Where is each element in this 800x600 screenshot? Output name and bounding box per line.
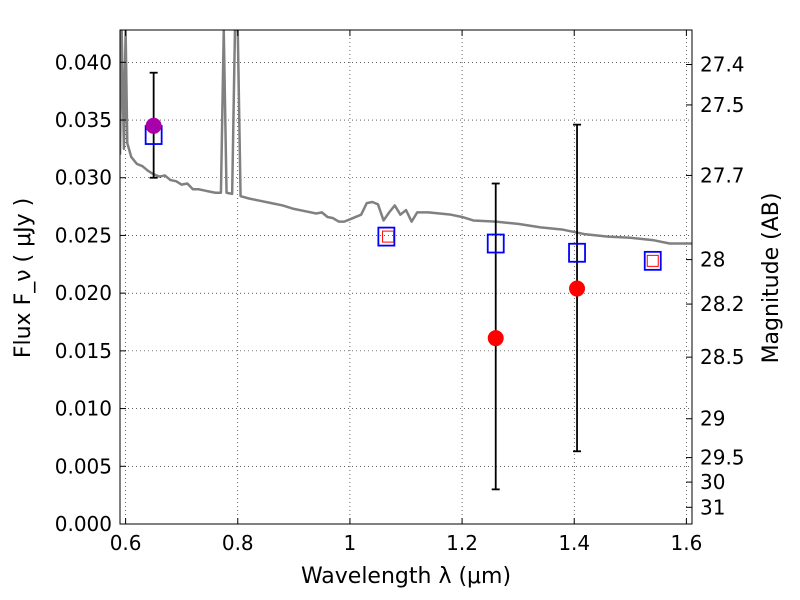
x-tick-label: 1.2 bbox=[446, 531, 478, 555]
y-tick-label: 0.025 bbox=[55, 223, 112, 247]
y2-tick-label: 30 bbox=[700, 470, 725, 494]
model-photometry-square bbox=[377, 226, 396, 247]
y-tick-label: 0.005 bbox=[55, 454, 112, 478]
plot-area bbox=[120, 30, 692, 491]
model-photometry-square bbox=[643, 250, 662, 271]
y-axis-ticks: 0.000 0.005 0.010 0.015 0.020 0.025 0.030 0.035… bbox=[55, 50, 126, 536]
y2-axis-label: Magnitude (AB) bbox=[759, 193, 784, 364]
x-tick-label: 1.4 bbox=[558, 531, 590, 555]
x-axis-ticks: 0.6 0.8 1 1.2 1.4 1.6 bbox=[110, 30, 702, 555]
y2-tick-label: 31 bbox=[700, 495, 725, 519]
y2-tick-label: 29.5 bbox=[700, 446, 745, 470]
y2-tick-label: 27.7 bbox=[700, 163, 745, 187]
x-axis-label: Wavelength λ (μm) bbox=[301, 564, 511, 589]
plot-frame bbox=[119, 29, 693, 525]
grid-lines bbox=[120, 30, 692, 525]
y-tick-label: 0.010 bbox=[55, 397, 112, 421]
markers bbox=[144, 117, 662, 347]
y-tick-label: 0.040 bbox=[55, 50, 112, 74]
x-tick-label: 0.6 bbox=[110, 531, 142, 555]
x-tick-label: 0.8 bbox=[222, 531, 254, 555]
detection-point bbox=[487, 330, 504, 347]
upper-limit-square bbox=[382, 230, 395, 243]
upper-limit-square bbox=[646, 254, 659, 267]
y-tick-label: 0.015 bbox=[55, 339, 112, 363]
y-axis-label: Flux F_ν ( μJy ) bbox=[11, 198, 36, 358]
error-bars bbox=[149, 71, 582, 491]
y2-tick-label: 27.5 bbox=[700, 93, 745, 117]
y2-tick-label: 29 bbox=[700, 407, 725, 431]
y2-tick-label: 28.5 bbox=[700, 345, 745, 369]
y-tick-label: 0.020 bbox=[55, 281, 112, 305]
detection-point bbox=[145, 117, 162, 134]
model-photometry-square bbox=[568, 242, 586, 263]
y2-tick-label: 28 bbox=[700, 248, 725, 272]
y-tick-label: 0.035 bbox=[55, 108, 112, 132]
model-photometry-square bbox=[486, 233, 505, 254]
sed-model-layer bbox=[120, 30, 692, 245]
detection-point bbox=[569, 280, 586, 297]
y-tick-label: 0.030 bbox=[55, 166, 112, 190]
x-tick-label: 1.6 bbox=[670, 531, 702, 555]
x-tick-label: 1 bbox=[344, 531, 357, 555]
sed-model-line bbox=[120, 30, 692, 245]
y-tick-label: 0.000 bbox=[55, 512, 112, 536]
y2-tick-label: 28.2 bbox=[700, 292, 745, 316]
y2-tick-label: 27.4 bbox=[700, 53, 745, 77]
